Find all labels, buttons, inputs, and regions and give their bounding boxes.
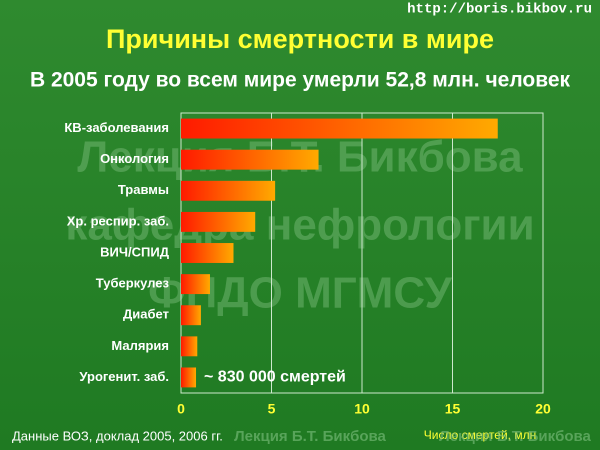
- watermark-line: кафедра нефрологии: [65, 201, 534, 250]
- y-tick-label: Онкология: [100, 151, 169, 166]
- y-tick-label: Хр. респир. заб.: [67, 213, 169, 228]
- bar: [181, 305, 201, 326]
- bar: [181, 118, 498, 139]
- bar: [181, 274, 210, 295]
- x-axis-label: Число смертей, млн: [424, 428, 536, 442]
- subtitle: В 2005 году во всем мире умерли 52,8 млн…: [30, 69, 571, 92]
- x-tick-label: 0: [177, 401, 185, 417]
- chart-title: Причины смертности в мире: [106, 24, 494, 54]
- bar: [181, 367, 197, 388]
- annotation: ~ 830 000 смертей: [204, 369, 346, 386]
- y-tick-label: Урогенит. заб.: [79, 369, 169, 384]
- bar: [181, 336, 198, 357]
- y-tick-label: Диабет: [123, 307, 169, 322]
- footer-watermark: Лекция Б.Т. Бикбова: [439, 428, 591, 445]
- y-tick-label: Травмы: [118, 182, 169, 197]
- bar: [181, 211, 256, 232]
- x-tick-label: 20: [535, 401, 551, 417]
- bar: [181, 180, 276, 201]
- x-tick-label: 5: [268, 401, 276, 417]
- y-tick-label: Туберкулез: [96, 276, 170, 291]
- y-tick-label: КВ-заболевания: [64, 120, 169, 135]
- bar: [181, 149, 319, 170]
- y-tick-label: Малярия: [111, 338, 169, 353]
- x-tick-label: 15: [445, 401, 461, 417]
- x-tick-label: 10: [354, 401, 370, 417]
- source: Данные ВОЗ, доклад 2005, 2006 гг.: [12, 428, 223, 443]
- bar: [181, 243, 234, 263]
- y-tick-label: ВИЧ/СПИД: [100, 244, 170, 259]
- footer-watermark: Лекция Б.Т. Бикбова: [234, 428, 386, 445]
- url: http://boris.bikbov.ru: [407, 2, 592, 18]
